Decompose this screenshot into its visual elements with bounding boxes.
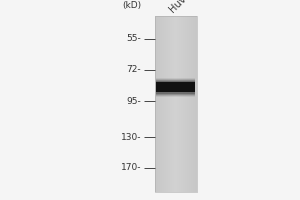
Bar bbox=[180, 16, 181, 192]
Bar bbox=[178, 16, 179, 192]
Bar bbox=[157, 16, 158, 192]
Bar bbox=[172, 16, 173, 192]
Bar bbox=[164, 16, 165, 192]
Bar bbox=[156, 81, 195, 82]
Bar bbox=[167, 16, 168, 192]
Text: (kD): (kD) bbox=[122, 1, 141, 10]
Bar bbox=[173, 16, 174, 192]
Bar bbox=[156, 82, 195, 92]
Bar bbox=[187, 16, 188, 192]
Text: 72-: 72- bbox=[126, 65, 141, 74]
Bar bbox=[170, 16, 171, 192]
Bar bbox=[189, 16, 190, 192]
Bar bbox=[185, 16, 186, 192]
Bar bbox=[193, 16, 194, 192]
Bar bbox=[169, 16, 170, 192]
Bar bbox=[160, 16, 161, 192]
Bar bbox=[156, 92, 195, 94]
Bar bbox=[171, 16, 172, 192]
Text: 170-: 170- bbox=[121, 163, 141, 172]
Bar bbox=[182, 16, 183, 192]
Bar bbox=[194, 16, 195, 192]
Text: HuvEc: HuvEc bbox=[167, 0, 196, 14]
Bar bbox=[154, 16, 155, 192]
Bar bbox=[168, 16, 169, 192]
Text: 95-: 95- bbox=[126, 97, 141, 106]
Bar bbox=[156, 80, 195, 82]
Bar bbox=[156, 92, 195, 96]
Bar bbox=[156, 78, 195, 82]
Bar bbox=[156, 92, 195, 97]
Text: 55-: 55- bbox=[126, 34, 141, 43]
Bar bbox=[183, 16, 184, 192]
Bar bbox=[166, 16, 167, 192]
Bar bbox=[154, 16, 196, 192]
Bar bbox=[163, 16, 164, 192]
Bar bbox=[161, 16, 162, 192]
Text: 130-: 130- bbox=[121, 133, 141, 142]
Bar bbox=[190, 16, 191, 192]
Bar bbox=[176, 16, 177, 192]
Bar bbox=[181, 16, 182, 192]
Bar bbox=[159, 16, 160, 192]
Bar bbox=[174, 16, 175, 192]
Bar bbox=[156, 79, 195, 82]
Bar bbox=[155, 16, 156, 192]
Bar bbox=[156, 92, 195, 95]
Bar bbox=[179, 16, 180, 192]
Bar bbox=[188, 16, 189, 192]
Bar bbox=[165, 16, 166, 192]
Bar bbox=[191, 16, 192, 192]
Bar bbox=[156, 16, 157, 192]
Bar bbox=[184, 16, 185, 192]
Bar bbox=[158, 16, 159, 192]
Bar bbox=[195, 16, 196, 192]
Bar bbox=[186, 16, 187, 192]
Bar bbox=[192, 16, 193, 192]
Bar bbox=[177, 16, 178, 192]
Bar bbox=[162, 16, 163, 192]
